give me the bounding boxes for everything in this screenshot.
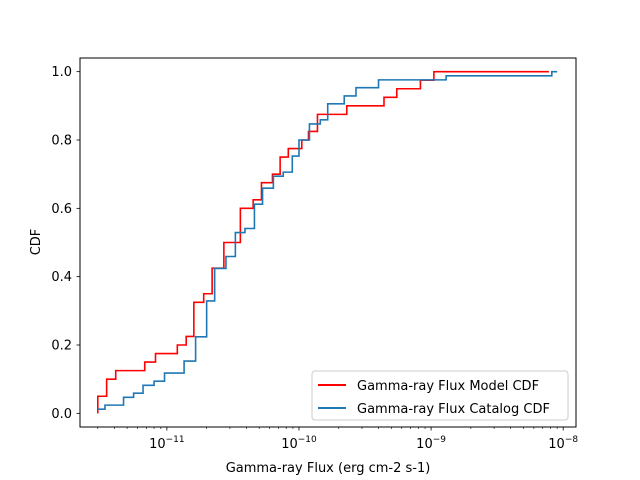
y-axis-label: CDF	[29, 229, 44, 256]
legend: Gamma-ray Flux Model CDF Gamma-ray Flux …	[311, 370, 569, 421]
legend-box	[311, 370, 569, 421]
y-tick-label: 0.8	[51, 134, 72, 149]
series-line-0	[96, 70, 549, 414]
x-tick-label: 10−10	[281, 435, 317, 452]
x-axis-label: Gamma-ray Flux (erg cm-2 s-1)	[226, 461, 431, 476]
x-axis-ticks: 10−11 10−10 10−9 10−8	[97, 427, 578, 452]
y-tick-label: 0.2	[51, 339, 72, 354]
y-tick-label: 0.0	[51, 407, 72, 422]
x-tick-label: 10−11	[149, 435, 185, 452]
x-tick-label: 10−8	[548, 435, 578, 452]
legend-label-model: Gamma-ray Flux Model CDF	[357, 379, 539, 394]
series-line-1	[97, 70, 558, 411]
legend-label-catalog: Gamma-ray Flux Catalog CDF	[357, 402, 550, 417]
y-tick-label: 0.6	[51, 202, 72, 217]
y-tick-label: 0.4	[51, 270, 72, 285]
series-layer	[96, 70, 558, 414]
y-axis-ticks: 0.0 0.2 0.4 0.6 0.8 1.0	[51, 65, 80, 422]
plot-frame	[79, 57, 577, 428]
x-tick-label: 10−9	[416, 435, 446, 452]
y-tick-label: 1.0	[51, 65, 72, 80]
